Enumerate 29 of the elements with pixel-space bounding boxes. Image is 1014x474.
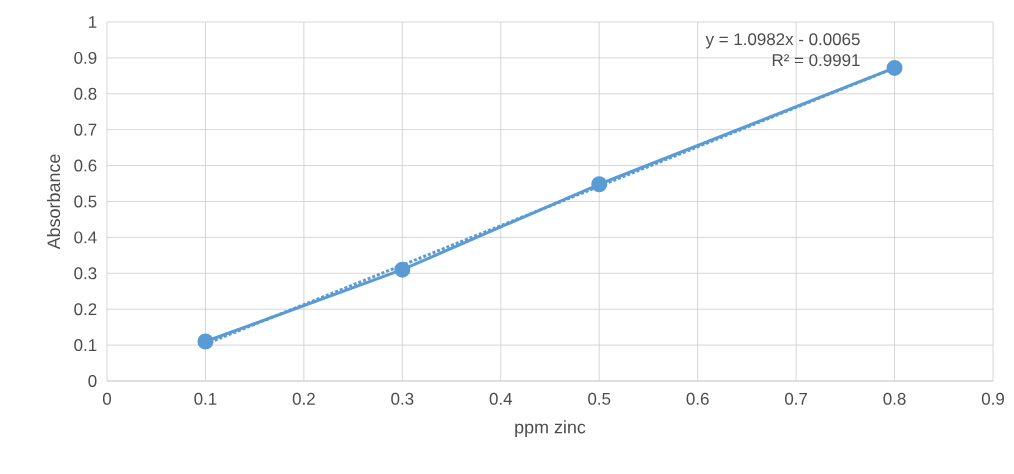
x-tick-label: 0.6 [686, 392, 709, 405]
y-tick-label: 0.6 [74, 159, 97, 172]
annotation: y = 1.0982x - 0.0065 [705, 33, 860, 49]
x-tick-label: 0 [102, 392, 112, 405]
y-tick-label: 0.3 [74, 267, 97, 280]
y-tick-label: 0.9 [74, 51, 97, 64]
x-tick-label: 0.8 [883, 392, 906, 405]
y-tick-label: 0.4 [74, 231, 97, 244]
x-tick-label: 0.1 [194, 392, 217, 405]
point [886, 59, 903, 76]
annotation: R² = 0.9991 [772, 54, 860, 67]
x-tick-label: 0.9 [981, 392, 1004, 405]
y-tick-label: 0.1 [74, 339, 97, 352]
x-axis-title: ppm zinc [515, 420, 586, 438]
y-tick-label: 0.7 [74, 123, 97, 136]
y-tick-label: 1 [89, 16, 97, 28]
x-tick-label: 0.7 [785, 392, 808, 405]
point [591, 176, 608, 193]
y-tick-label: 0.5 [74, 195, 97, 208]
x-tick-label: 0.5 [588, 392, 611, 405]
point [394, 261, 411, 278]
y-axis-title: Absorbance [46, 154, 61, 250]
x-tick-label: 0.2 [292, 392, 315, 405]
y-tick-label: 0.8 [74, 87, 97, 100]
y-tick-label: 0.2 [74, 303, 97, 316]
x-tick-label: 0.4 [489, 392, 513, 405]
y-tick-label: 0 [88, 374, 97, 387]
point [197, 333, 214, 350]
x-tick-label: 0.3 [391, 392, 414, 405]
